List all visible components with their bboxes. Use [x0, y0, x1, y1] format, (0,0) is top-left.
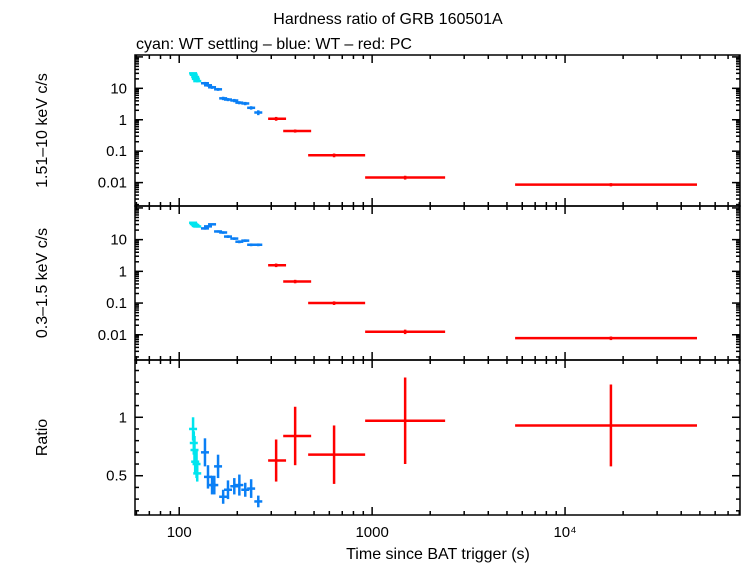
series-blue [200, 81, 263, 116]
x-tick-label: 10⁴ [553, 524, 576, 541]
data-point [223, 235, 232, 238]
y-tick-label: 0.5 [106, 468, 127, 485]
data-point [230, 237, 239, 240]
series-red [268, 377, 697, 484]
x-tick-label: 100 [167, 524, 192, 541]
data-point [203, 465, 212, 489]
data-point [515, 183, 697, 187]
data-point [515, 384, 697, 467]
series-red [268, 263, 697, 341]
data-point [214, 87, 223, 91]
data-point [193, 225, 202, 228]
x-tick-label: 1000 [355, 524, 388, 541]
data-point [191, 450, 200, 474]
data-point [189, 73, 198, 77]
panel-2: 1 0.5 Ratio [34, 359, 741, 516]
y-tick-label: 10 [110, 232, 127, 249]
data-point [223, 480, 232, 500]
data-point [193, 465, 202, 482]
data-point [268, 263, 287, 268]
data-point [200, 438, 209, 467]
series-cyan [189, 221, 202, 228]
data-point [230, 98, 239, 103]
y-tick-label: 0.01 [98, 175, 127, 192]
series-cyan [189, 72, 202, 83]
series-blue [200, 438, 263, 508]
panel-frame [134, 54, 741, 207]
data-point [308, 425, 366, 484]
data-point [210, 475, 219, 495]
data-point [365, 329, 446, 335]
chart-title: Hardness ratio of GRB 160501A [273, 11, 503, 28]
data-point [254, 495, 263, 508]
y-tick-label: 0.1 [106, 295, 127, 312]
data-point [247, 106, 256, 110]
series-cyan [189, 417, 202, 482]
data-point [241, 239, 250, 243]
data-point [254, 110, 263, 116]
panel-1: 10 1 0.1 0.01 0.3–1.5 keV c/s [34, 205, 741, 361]
y-axis-label: 0.3–1.5 keV c/s [34, 228, 51, 338]
data-point [203, 83, 212, 87]
y-tick-label: 1 [119, 112, 127, 129]
data-point [219, 231, 228, 234]
data-point [365, 377, 446, 465]
data-point [200, 227, 209, 230]
data-point [208, 85, 217, 89]
y-tick-label: 0.1 [106, 143, 127, 160]
data-point [214, 454, 223, 479]
data-point [283, 129, 312, 133]
y-axis-label: Ratio [34, 419, 51, 456]
panel-0: 10 1 0.1 0.01 1.51–10 keV c/s [34, 54, 741, 207]
data-point [283, 279, 312, 284]
data-point [308, 153, 366, 158]
data-point [268, 116, 287, 121]
y-tick-label: 0.01 [98, 327, 127, 344]
data-point [193, 79, 202, 83]
data-point [241, 101, 250, 106]
data-point [235, 474, 244, 496]
series-blue [200, 223, 263, 247]
data-point [268, 439, 287, 482]
data-point [283, 406, 312, 466]
y-tick-label: 10 [110, 80, 127, 97]
panel-frame [134, 359, 741, 516]
x-axis-label: Time since BAT trigger (s) [346, 546, 530, 563]
data-point [203, 225, 212, 228]
y-tick-label: 1 [119, 409, 127, 426]
data-point [365, 175, 446, 180]
chart-subtitle: cyan: WT settling – blue: WT – red: PC [136, 36, 412, 53]
data-point [219, 489, 228, 504]
data-point [208, 223, 217, 226]
y-axis-label: 1.51–10 keV c/s [34, 73, 51, 188]
y-tick-label: 1 [119, 263, 127, 280]
data-point [247, 479, 256, 498]
series-red [268, 116, 697, 187]
panel-frame [134, 205, 741, 361]
data-point [254, 243, 263, 247]
data-point [247, 243, 256, 247]
data-point [308, 301, 366, 305]
data-point [515, 336, 697, 341]
